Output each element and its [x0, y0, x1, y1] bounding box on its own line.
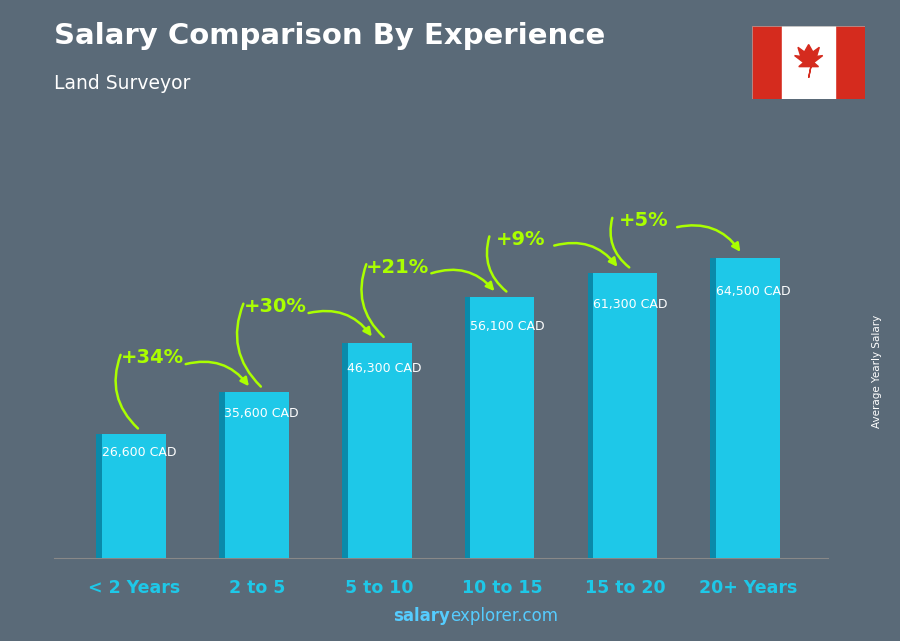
- Bar: [219, 392, 225, 558]
- Bar: [752, 26, 782, 99]
- Bar: [716, 258, 780, 558]
- Text: 61,300 CAD: 61,300 CAD: [593, 299, 668, 312]
- Text: +5%: +5%: [619, 212, 669, 230]
- Text: 35,600 CAD: 35,600 CAD: [224, 407, 299, 420]
- Bar: [225, 392, 289, 558]
- Text: Land Surveyor: Land Surveyor: [54, 74, 191, 93]
- Text: +9%: +9%: [496, 230, 545, 249]
- Text: 26,600 CAD: 26,600 CAD: [102, 446, 176, 460]
- Bar: [710, 258, 716, 558]
- Bar: [471, 297, 535, 558]
- Text: +30%: +30%: [244, 297, 307, 316]
- Text: 46,300 CAD: 46,300 CAD: [347, 362, 422, 375]
- Polygon shape: [795, 44, 823, 78]
- Text: +21%: +21%: [366, 258, 429, 277]
- Bar: [102, 434, 166, 558]
- Text: explorer.com: explorer.com: [450, 607, 558, 625]
- Bar: [835, 26, 865, 99]
- Bar: [782, 26, 835, 99]
- Text: Average Yearly Salary: Average Yearly Salary: [872, 315, 883, 428]
- Bar: [96, 434, 103, 558]
- Text: 64,500 CAD: 64,500 CAD: [716, 285, 790, 298]
- Text: salary: salary: [393, 607, 450, 625]
- Bar: [342, 342, 348, 558]
- Bar: [588, 273, 594, 558]
- Text: +34%: +34%: [121, 348, 184, 367]
- Bar: [347, 342, 411, 558]
- Text: Salary Comparison By Experience: Salary Comparison By Experience: [54, 22, 605, 51]
- Text: 56,100 CAD: 56,100 CAD: [470, 320, 544, 333]
- Bar: [593, 273, 657, 558]
- Bar: [464, 297, 471, 558]
